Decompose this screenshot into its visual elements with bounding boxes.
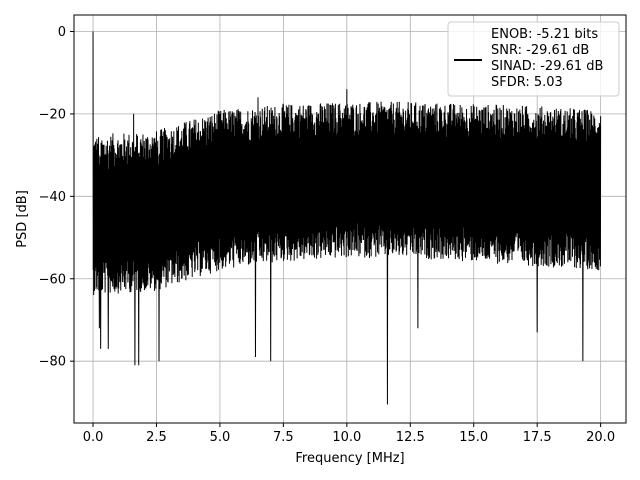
x-tick-label: 12.5 xyxy=(396,430,425,445)
x-axis-ticks: 0.0 2.5 5.0 7.5 10.0 12.5 15.0 17.5 20.0 xyxy=(83,423,615,445)
legend: ENOB: -5.21 bits SNR: -29.61 dB SINAD: -… xyxy=(447,21,620,97)
legend-entry-snr: SNR: -29.61 dB xyxy=(491,43,589,58)
y-tick-label: −20 xyxy=(39,107,66,122)
x-tick-label: 17.5 xyxy=(523,430,552,445)
legend-entry-sinad: SINAD: -29.61 dB xyxy=(491,59,603,74)
x-axis-label: Frequency [MHz] xyxy=(295,451,404,466)
y-axis-ticks: 0 −20 −40 −60 −80 xyxy=(39,25,74,370)
plot-area xyxy=(92,31,602,405)
y-tick-label: 0 xyxy=(58,25,66,40)
y-tick-label: −60 xyxy=(39,272,66,287)
x-tick-label: 0.0 xyxy=(83,430,104,445)
legend-entry-sfdr: SFDR: 5.03 xyxy=(491,75,563,90)
y-axis-label: PSD [dB] xyxy=(15,190,30,248)
x-tick-label: 5.0 xyxy=(210,430,231,445)
x-tick-label: 20.0 xyxy=(586,430,615,445)
x-tick-label: 7.5 xyxy=(273,430,294,445)
psd-series-line xyxy=(92,31,602,405)
legend-entry-enob: ENOB: -5.21 bits xyxy=(491,27,598,42)
y-tick-label: −40 xyxy=(39,190,66,205)
x-tick-label: 2.5 xyxy=(146,430,167,445)
legend-box xyxy=(447,21,620,97)
y-tick-label: −80 xyxy=(39,355,66,370)
x-tick-label: 10.0 xyxy=(332,430,361,445)
x-tick-label: 15.0 xyxy=(459,430,488,445)
plot-frame xyxy=(73,14,627,424)
